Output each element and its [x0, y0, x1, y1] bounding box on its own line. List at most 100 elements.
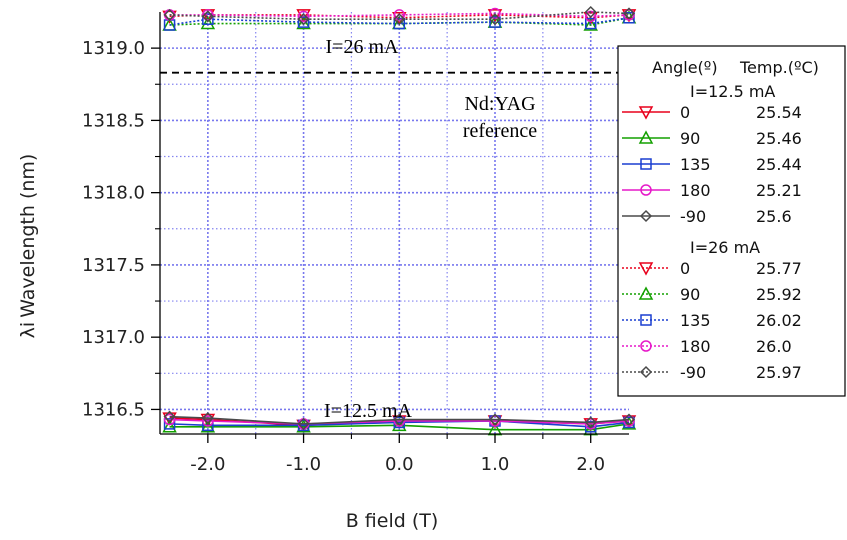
legend-temp: 25.54: [756, 103, 802, 122]
legend-swatch-marker: [639, 209, 653, 223]
x-tick-label: 2.0: [576, 454, 605, 475]
legend-angle: 90: [680, 285, 700, 304]
annotation-low-current: I=12.5 mA: [324, 400, 412, 422]
legend-temp: 25.44: [756, 155, 802, 174]
data-point: [623, 12, 635, 24]
data-point: [584, 17, 597, 30]
data-point: [489, 415, 501, 427]
legend-rows: 0 25.54 90 25.46 135 25.44 180 25.21 -90 25.6 0 25.…: [622, 103, 802, 382]
data-point: [584, 418, 597, 430]
series-line: [169, 418, 630, 425]
legend: Angle(º) Temp.(ºC) I=12.5 mA I=26 mA 0 25…: [617, 45, 846, 397]
legend-swatch-marker: [638, 286, 654, 300]
legend-angle: -90: [680, 363, 706, 382]
reference-label-line2: reference: [463, 120, 537, 142]
legend-swatch-marker: [640, 184, 652, 196]
y-axis-title: λi Wavelength (nm): [17, 154, 39, 339]
data-point: [623, 415, 635, 427]
y-axis-title-text: Wavelength (nm): [17, 154, 39, 318]
legend-angle: 0: [680, 103, 690, 122]
data-point: [200, 15, 216, 30]
legend-angle: 0: [680, 259, 690, 278]
legend-angle: 135: [680, 311, 711, 330]
svg-text:λiWavelength (nm): λi Wavelength (nm): [17, 154, 39, 339]
grid-layer: [160, 12, 629, 434]
y-axis-title-symbol: λi: [17, 322, 39, 339]
legend-swatch-marker: [638, 262, 654, 276]
legend-swatch-marker: [638, 106, 654, 120]
series-layer: [162, 5, 637, 436]
data-point: [393, 413, 406, 426]
y-tick-label: 1318.5: [82, 110, 145, 131]
data-point: [489, 16, 501, 28]
data-point: [201, 10, 214, 23]
legend-swatch-marker: [638, 130, 654, 144]
data-point: [202, 415, 214, 427]
data-point: [297, 16, 310, 28]
x-tick-label: -2.0: [190, 454, 225, 475]
legend-temp: 25.46: [756, 129, 802, 148]
legend-header-temp: Temp.(ºC): [739, 58, 819, 77]
legend-temp: 26.0: [756, 337, 792, 356]
legend-temp: 25.92: [756, 285, 802, 304]
legend-temp: 25.97: [756, 363, 802, 382]
data-point: [297, 13, 310, 26]
data-point: [584, 5, 597, 19]
legend-angle: 90: [680, 129, 700, 148]
legend-temp: 25.21: [756, 181, 802, 200]
legend-group2-title: I=26 mA: [690, 238, 760, 257]
legend-swatch-marker: [639, 365, 653, 379]
data-point: [488, 13, 502, 26]
data-point: [296, 15, 311, 30]
x-tick-label: 0.0: [385, 454, 414, 475]
data-point: [163, 8, 176, 21]
data-point: [297, 417, 310, 430]
annotation-high-current: I=26 mA: [326, 36, 399, 58]
data-point: [393, 415, 406, 427]
data-point: [583, 17, 598, 31]
legend-swatch-marker: [640, 340, 652, 352]
legend-box: [617, 45, 846, 397]
data-point: [163, 413, 176, 426]
legend-angle: 180: [680, 181, 711, 200]
y-tick-label: 1317.5: [82, 255, 145, 276]
data-point: [296, 9, 311, 23]
series-line: [169, 11, 630, 21]
x-tick-label: 1.0: [481, 454, 510, 475]
reference-label-line1: Nd:YAG: [464, 93, 535, 115]
y-tick-label: 1319.0: [82, 38, 145, 59]
series-line: [169, 16, 630, 26]
x-axis-title: B field (T): [346, 510, 439, 532]
legend-temp: 25.77: [756, 259, 802, 278]
data-point: [163, 418, 176, 430]
legend-group1-title: I=12.5 mA: [690, 82, 775, 101]
legend-angle: 135: [680, 155, 711, 174]
y-tick-label: 1316.5: [82, 399, 145, 420]
data-point: [162, 419, 177, 433]
data-point: [163, 410, 176, 423]
data-point: [584, 416, 597, 429]
data-point: [297, 10, 310, 23]
x-tick-label: -1.0: [286, 454, 321, 475]
legend-angle: 180: [680, 337, 711, 356]
series-line: [169, 415, 630, 425]
legend-header-angle: Angle(º): [652, 58, 718, 77]
y-tick-label: 1318.0: [82, 183, 145, 204]
data-point: [202, 13, 214, 25]
data-point: [201, 412, 214, 425]
data-point: [623, 9, 635, 21]
legend-angle: -90: [680, 207, 706, 226]
data-point: [393, 13, 406, 26]
data-point: [622, 7, 636, 20]
legend-temp: 25.6: [756, 207, 792, 226]
legend-swatch-marker: [640, 158, 652, 170]
data-point: [202, 9, 214, 21]
data-point: [487, 9, 503, 23]
legend-temp: 26.02: [756, 311, 802, 330]
y-tick-label: 1317.0: [82, 327, 145, 348]
data-point: [200, 419, 216, 433]
legend-swatch-marker: [640, 314, 652, 326]
data-point: [488, 413, 502, 426]
axis-layer: -2.0 -1.0 0.0 1.0 2.0 1316.5 1317.0 1317.5 1318.…: [82, 12, 629, 475]
